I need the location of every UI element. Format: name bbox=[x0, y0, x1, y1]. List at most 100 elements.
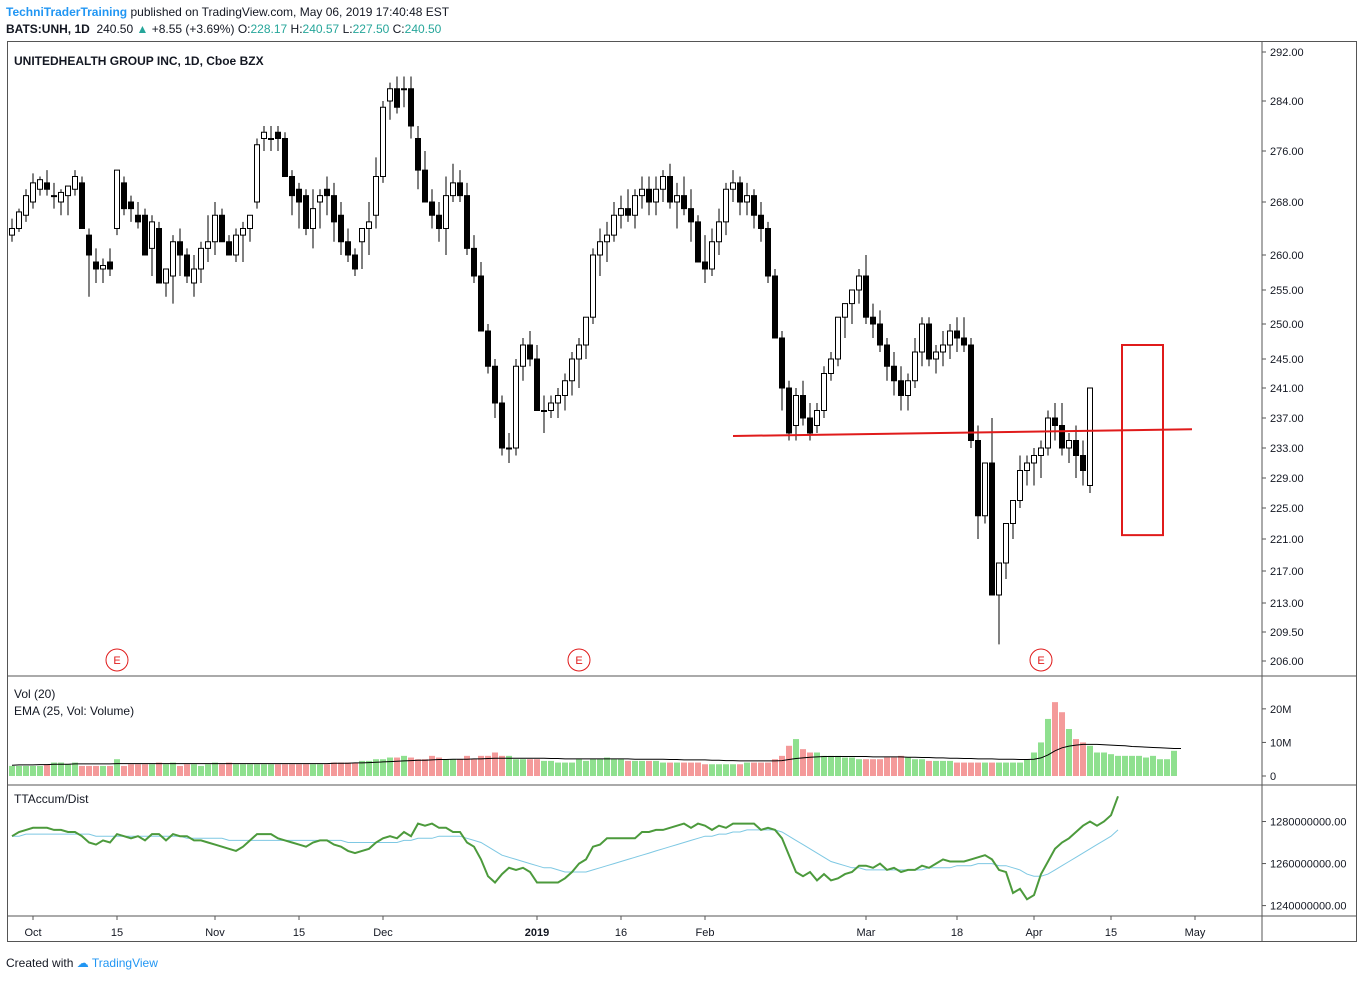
volume-bar bbox=[681, 762, 687, 776]
volume-bar bbox=[128, 764, 134, 776]
volume-bar bbox=[1010, 762, 1016, 776]
candle-body bbox=[898, 380, 904, 396]
price-tick-label: 206.00 bbox=[1270, 656, 1304, 668]
earnings-marker-icon bbox=[105, 648, 129, 672]
volume-bar bbox=[653, 760, 659, 776]
volume-bar bbox=[548, 760, 554, 776]
candle-body bbox=[23, 195, 29, 216]
candle-body bbox=[1031, 455, 1037, 464]
volume-bar bbox=[100, 765, 106, 776]
price-tick-label: 221.00 bbox=[1270, 534, 1304, 546]
close-label: C: bbox=[392, 22, 405, 36]
candle-body bbox=[254, 144, 260, 203]
candle-body bbox=[989, 462, 995, 596]
candle-body bbox=[191, 268, 197, 284]
candle-body bbox=[996, 562, 1002, 596]
candle-body bbox=[51, 195, 57, 198]
volume-bar bbox=[226, 762, 232, 776]
volume-bar bbox=[968, 762, 974, 776]
price-tick-label: 225.00 bbox=[1270, 503, 1304, 515]
volume-bar bbox=[639, 760, 645, 776]
candle-body bbox=[744, 195, 750, 203]
candle-body bbox=[541, 410, 547, 412]
volume-bar bbox=[205, 764, 211, 776]
volume-bar bbox=[1045, 718, 1051, 776]
candle-body bbox=[352, 254, 358, 270]
tradingview-link[interactable]: TradingView bbox=[91, 956, 158, 970]
volume-bar bbox=[604, 757, 610, 776]
earnings-marker-label: E bbox=[1037, 655, 1044, 667]
candle-body bbox=[317, 195, 323, 203]
time-tick-label: Mar bbox=[857, 927, 876, 939]
volume-bar bbox=[1122, 755, 1128, 776]
volume-bar bbox=[359, 760, 365, 776]
volume-bar bbox=[646, 760, 652, 776]
candle-body bbox=[457, 182, 463, 197]
volume-bar bbox=[338, 762, 344, 776]
volume-bar bbox=[1024, 759, 1030, 776]
volume-bar bbox=[184, 764, 190, 776]
high-value: 240.57 bbox=[302, 22, 340, 36]
volume-bar bbox=[667, 762, 673, 776]
candle-body bbox=[16, 211, 22, 229]
candle-body bbox=[506, 447, 512, 450]
symbol-info-line: BATS:UNH, 1D 240.50 ▲ +8.55 (+3.69%) O:2… bbox=[6, 22, 441, 36]
candle-body bbox=[548, 402, 554, 411]
volume-bar bbox=[317, 764, 323, 776]
candle-body bbox=[688, 208, 694, 223]
volume-bar bbox=[1059, 712, 1065, 776]
volume-bar bbox=[506, 755, 512, 776]
volume-tick-label: 10M bbox=[1270, 737, 1291, 749]
candle-body bbox=[849, 289, 855, 305]
volume-bar bbox=[478, 755, 484, 776]
candle-body bbox=[184, 254, 190, 277]
volume-bar bbox=[163, 764, 169, 776]
volume-bar bbox=[1143, 757, 1149, 776]
volume-bar bbox=[1094, 752, 1100, 776]
volume-bar bbox=[485, 755, 491, 776]
candle-body bbox=[597, 241, 603, 256]
time-tick-label: 2019 bbox=[525, 927, 549, 939]
candle-body bbox=[618, 208, 624, 216]
time-tick-label: 18 bbox=[951, 927, 963, 939]
volume-bar bbox=[597, 759, 603, 776]
candle-body bbox=[828, 358, 834, 374]
candle-body bbox=[44, 182, 50, 190]
volume-bar bbox=[884, 757, 890, 776]
candle-body bbox=[1024, 462, 1030, 471]
volume-bar bbox=[149, 764, 155, 776]
symbol-name[interactable]: BATS:UNH, 1D bbox=[6, 22, 90, 36]
volume-bar bbox=[373, 759, 379, 776]
candle-body bbox=[268, 138, 274, 140]
candle-body bbox=[303, 195, 309, 229]
price-tick-label: 237.00 bbox=[1270, 413, 1304, 425]
volume-bar bbox=[751, 762, 757, 776]
candle-body bbox=[135, 214, 141, 223]
candle-body bbox=[443, 195, 449, 229]
candle-body bbox=[142, 214, 148, 256]
candle-body bbox=[366, 221, 372, 229]
candle-body bbox=[912, 351, 918, 382]
price-tick-label: 268.00 bbox=[1270, 197, 1304, 209]
publisher-name[interactable]: TechniTraderTraining bbox=[6, 5, 128, 19]
volume-bar bbox=[583, 760, 589, 776]
candle-body bbox=[233, 234, 239, 256]
chart-frame bbox=[7, 41, 1357, 942]
candle-body bbox=[555, 395, 561, 404]
candle-body bbox=[1045, 417, 1051, 449]
volume-bar bbox=[464, 755, 470, 776]
volume-bar bbox=[842, 757, 848, 776]
candle-body bbox=[870, 316, 876, 325]
volume-bar bbox=[1073, 739, 1079, 776]
volume-bar bbox=[1101, 752, 1107, 776]
volume-bar bbox=[387, 757, 393, 776]
candle-body bbox=[716, 221, 722, 243]
volume-bar bbox=[1080, 742, 1086, 776]
volume-bar bbox=[65, 764, 71, 776]
candle-body bbox=[786, 387, 792, 434]
volume-bar bbox=[520, 759, 526, 776]
published-text: published on TradingView.com, May 06, 20… bbox=[130, 5, 450, 19]
volume-bar bbox=[1087, 745, 1093, 776]
